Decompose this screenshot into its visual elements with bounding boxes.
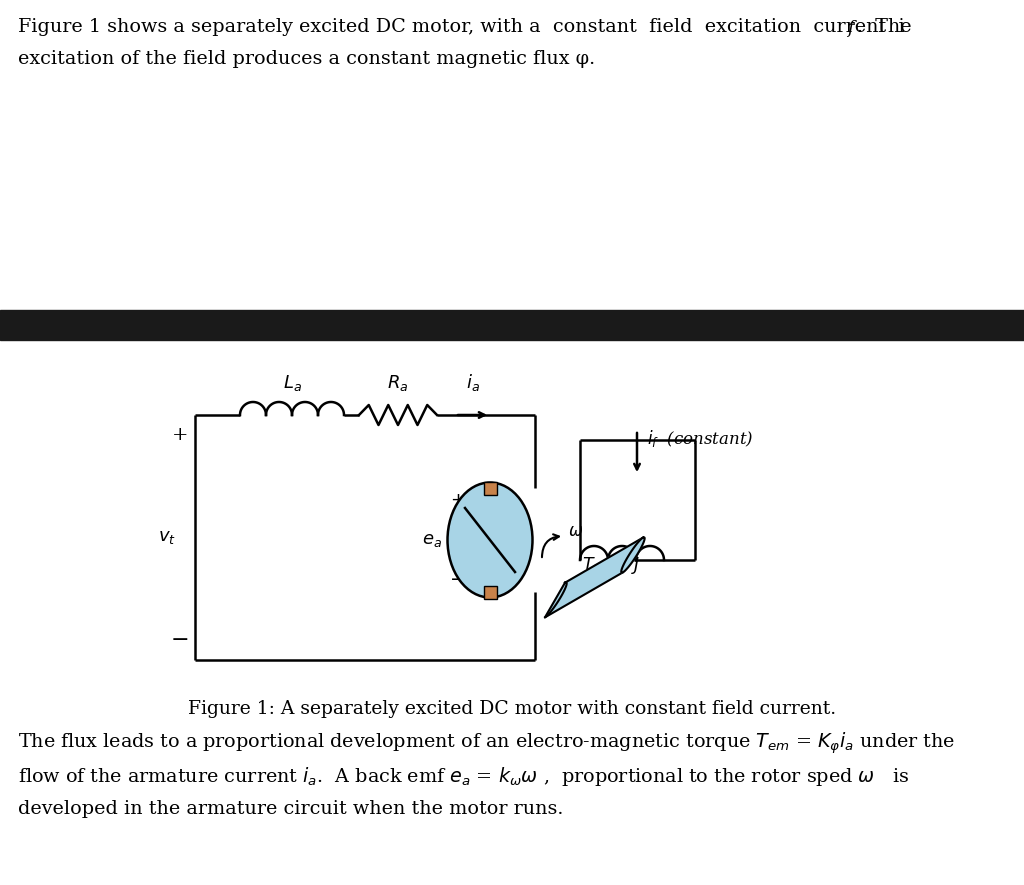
Text: developed in the armature circuit when the motor runs.: developed in the armature circuit when t… xyxy=(18,800,563,818)
Bar xyxy=(483,481,497,495)
Polygon shape xyxy=(622,537,645,573)
Text: −: − xyxy=(171,629,189,651)
Text: excitation of the field produces a constant magnetic flux φ.: excitation of the field produces a const… xyxy=(18,50,595,68)
Text: +: + xyxy=(451,491,466,509)
Text: $i_f$  (constant): $i_f$ (constant) xyxy=(647,428,754,449)
Text: f: f xyxy=(847,20,853,37)
Text: The flux leads to a proportional development of an electro-magnetic torque $T_{e: The flux leads to a proportional develop… xyxy=(18,730,955,756)
Text: $T_L$, $B$, $J$: $T_L$, $B$, $J$ xyxy=(582,556,641,576)
Text: flow of the armature current $i_a$.  A back emf $e_a$ = $k_{\omega}\omega$ ,  pr: flow of the armature current $i_a$. A ba… xyxy=(18,765,909,788)
Bar xyxy=(483,586,497,598)
Text: $v_t$: $v_t$ xyxy=(158,528,176,547)
Text: −: − xyxy=(450,571,466,589)
Text: .  The: . The xyxy=(857,18,911,36)
Text: Figure 1: A separately excited DC motor with constant field current.: Figure 1: A separately excited DC motor … xyxy=(188,700,836,718)
Text: $\omega$: $\omega$ xyxy=(568,524,584,541)
Ellipse shape xyxy=(447,482,532,597)
Bar xyxy=(0,310,1024,340)
Text: +: + xyxy=(172,426,188,444)
Polygon shape xyxy=(545,538,643,618)
Text: $e_a$: $e_a$ xyxy=(422,531,442,549)
Text: $L_a$: $L_a$ xyxy=(283,373,301,393)
Text: Figure 1 shows a separately excited DC motor, with a  constant  field  excitatio: Figure 1 shows a separately excited DC m… xyxy=(18,18,905,36)
Text: $R_a$: $R_a$ xyxy=(387,373,409,393)
Text: $i_a$: $i_a$ xyxy=(466,372,479,393)
